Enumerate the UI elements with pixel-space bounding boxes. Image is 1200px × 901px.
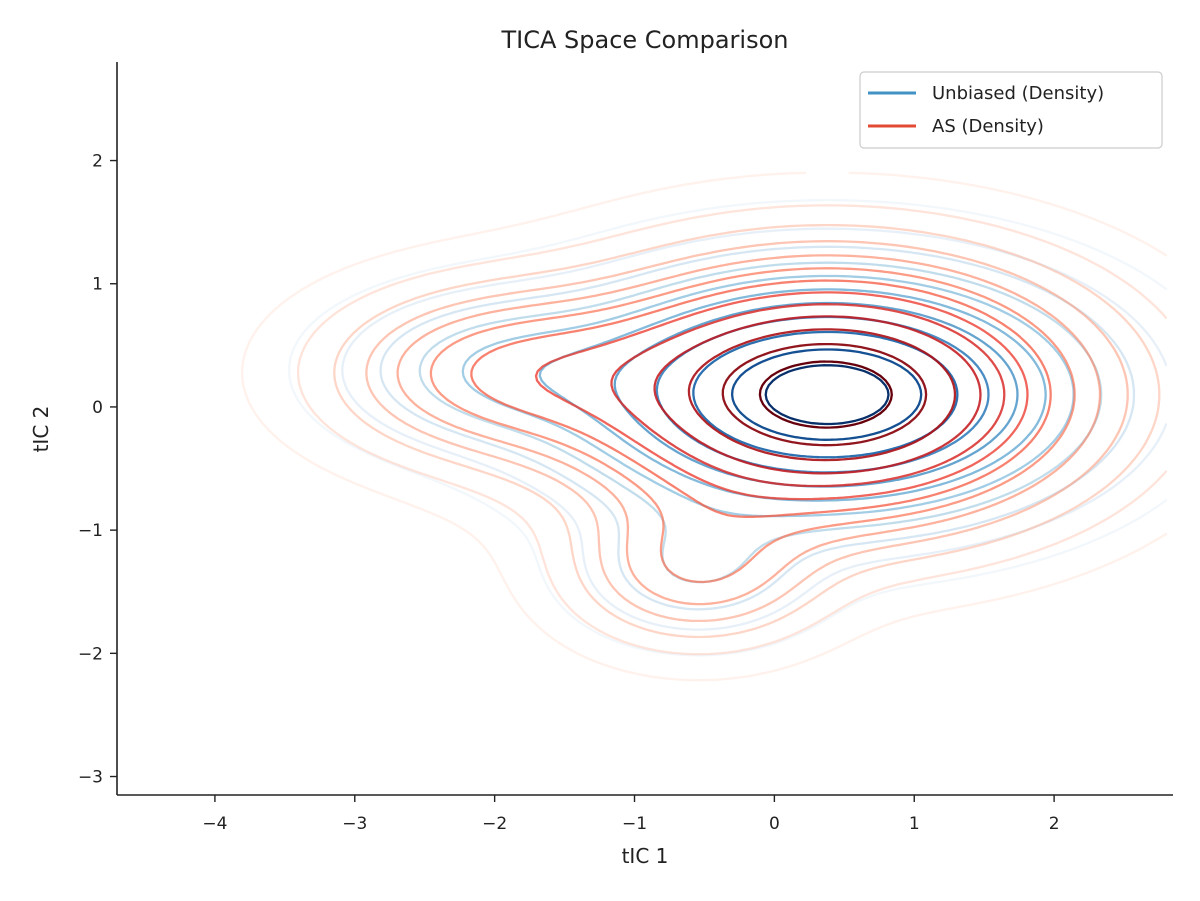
- x-tick-label: −1: [622, 814, 647, 834]
- axes: [116, 62, 1173, 796]
- contour-series-as: [240, 171, 1168, 682]
- x-tick-label: 1: [909, 814, 920, 834]
- y-tick-label: 0: [92, 398, 103, 418]
- contour-level-line: [730, 348, 923, 441]
- contour-level-line: [470, 279, 1052, 518]
- y-axis-title: tIC 2: [29, 406, 53, 453]
- contour-level-line: [764, 364, 890, 426]
- chart-title: TICA Space Comparison: [500, 26, 788, 54]
- legend-label-unbiased: Unbiased (Density): [932, 83, 1104, 104]
- legend: Unbiased (Density) AS (Density): [859, 71, 1163, 149]
- contour-level-line: [365, 240, 1129, 623]
- x-tick-label: 2: [1049, 814, 1060, 834]
- y-tick-label: 1: [92, 275, 103, 295]
- contour-level-line: [610, 303, 1006, 488]
- x-tick-label: 0: [769, 814, 780, 834]
- contour-level-line: [296, 204, 1168, 656]
- y-tick-label: 2: [92, 152, 103, 172]
- legend-label-as: AS (Density): [932, 116, 1044, 137]
- contour-level-line: [287, 198, 1168, 657]
- contour-level-line: [333, 223, 1161, 639]
- contour-level-line: [721, 342, 928, 447]
- x-tick-label: −4: [202, 814, 227, 834]
- legend-box: [859, 71, 1163, 149]
- contour-level-line: [534, 291, 1029, 501]
- contour-layer: [240, 171, 1168, 682]
- contour-level-line: [687, 328, 957, 462]
- contour-level-line: [240, 171, 1168, 682]
- contour-level-line: [429, 267, 1076, 584]
- y-tick-label: −1: [78, 521, 103, 541]
- x-ticks: −4 −3 −2 −1 0 1 2: [202, 795, 1060, 834]
- contour-level-line: [758, 360, 893, 429]
- x-axis-title: tIC 1: [622, 844, 669, 868]
- contour-series-unbiased: [287, 198, 1168, 657]
- x-tick-label: −3: [342, 814, 367, 834]
- contour-level-line: [653, 315, 982, 475]
- x-tick-label: −2: [482, 814, 507, 834]
- contour-level-line: [341, 227, 1168, 631]
- y-ticks: −3 −2 −1 0 1 2: [78, 152, 117, 788]
- contour-level-line: [379, 245, 1136, 611]
- y-tick-label: −3: [78, 768, 103, 788]
- contour-level-line: [396, 254, 1102, 606]
- y-tick-label: −2: [78, 644, 103, 664]
